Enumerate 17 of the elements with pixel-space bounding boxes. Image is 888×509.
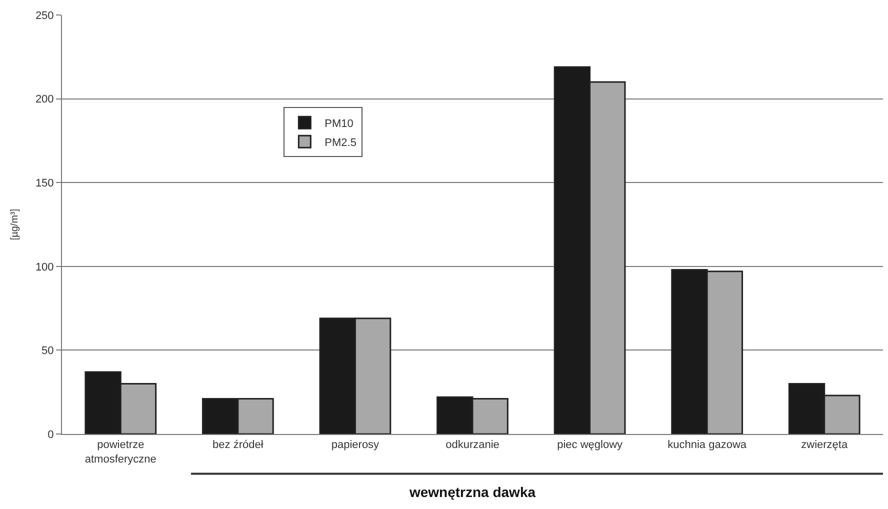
x-tick-label: piec węglowy	[557, 439, 623, 452]
x-tick-label: kuchnia gazowa	[668, 439, 748, 452]
y-tick-label: 50	[42, 345, 54, 358]
x-tick-label: powietrze atmosferyczne	[84, 439, 156, 466]
y-axis-title: [µg/m³]	[9, 208, 20, 240]
x-axis-title: wewnętrzna dawka	[408, 484, 536, 500]
x-tick-label: bez źródeł	[212, 439, 264, 452]
x-tick-label: zwierzęta	[801, 439, 848, 452]
x-tick-label: odkurzanie	[446, 439, 500, 452]
y-tick-label: 200	[35, 94, 54, 106]
y-tick-label: 150	[35, 177, 54, 190]
legend-label: PM10	[324, 118, 354, 130]
y-tick-label: 100	[35, 261, 54, 274]
x-tick-label: papierosy	[331, 439, 380, 452]
y-tick-label: 0	[48, 428, 54, 441]
legend-label: PM2.5	[324, 136, 356, 149]
y-tick-label: 250	[35, 10, 54, 22]
